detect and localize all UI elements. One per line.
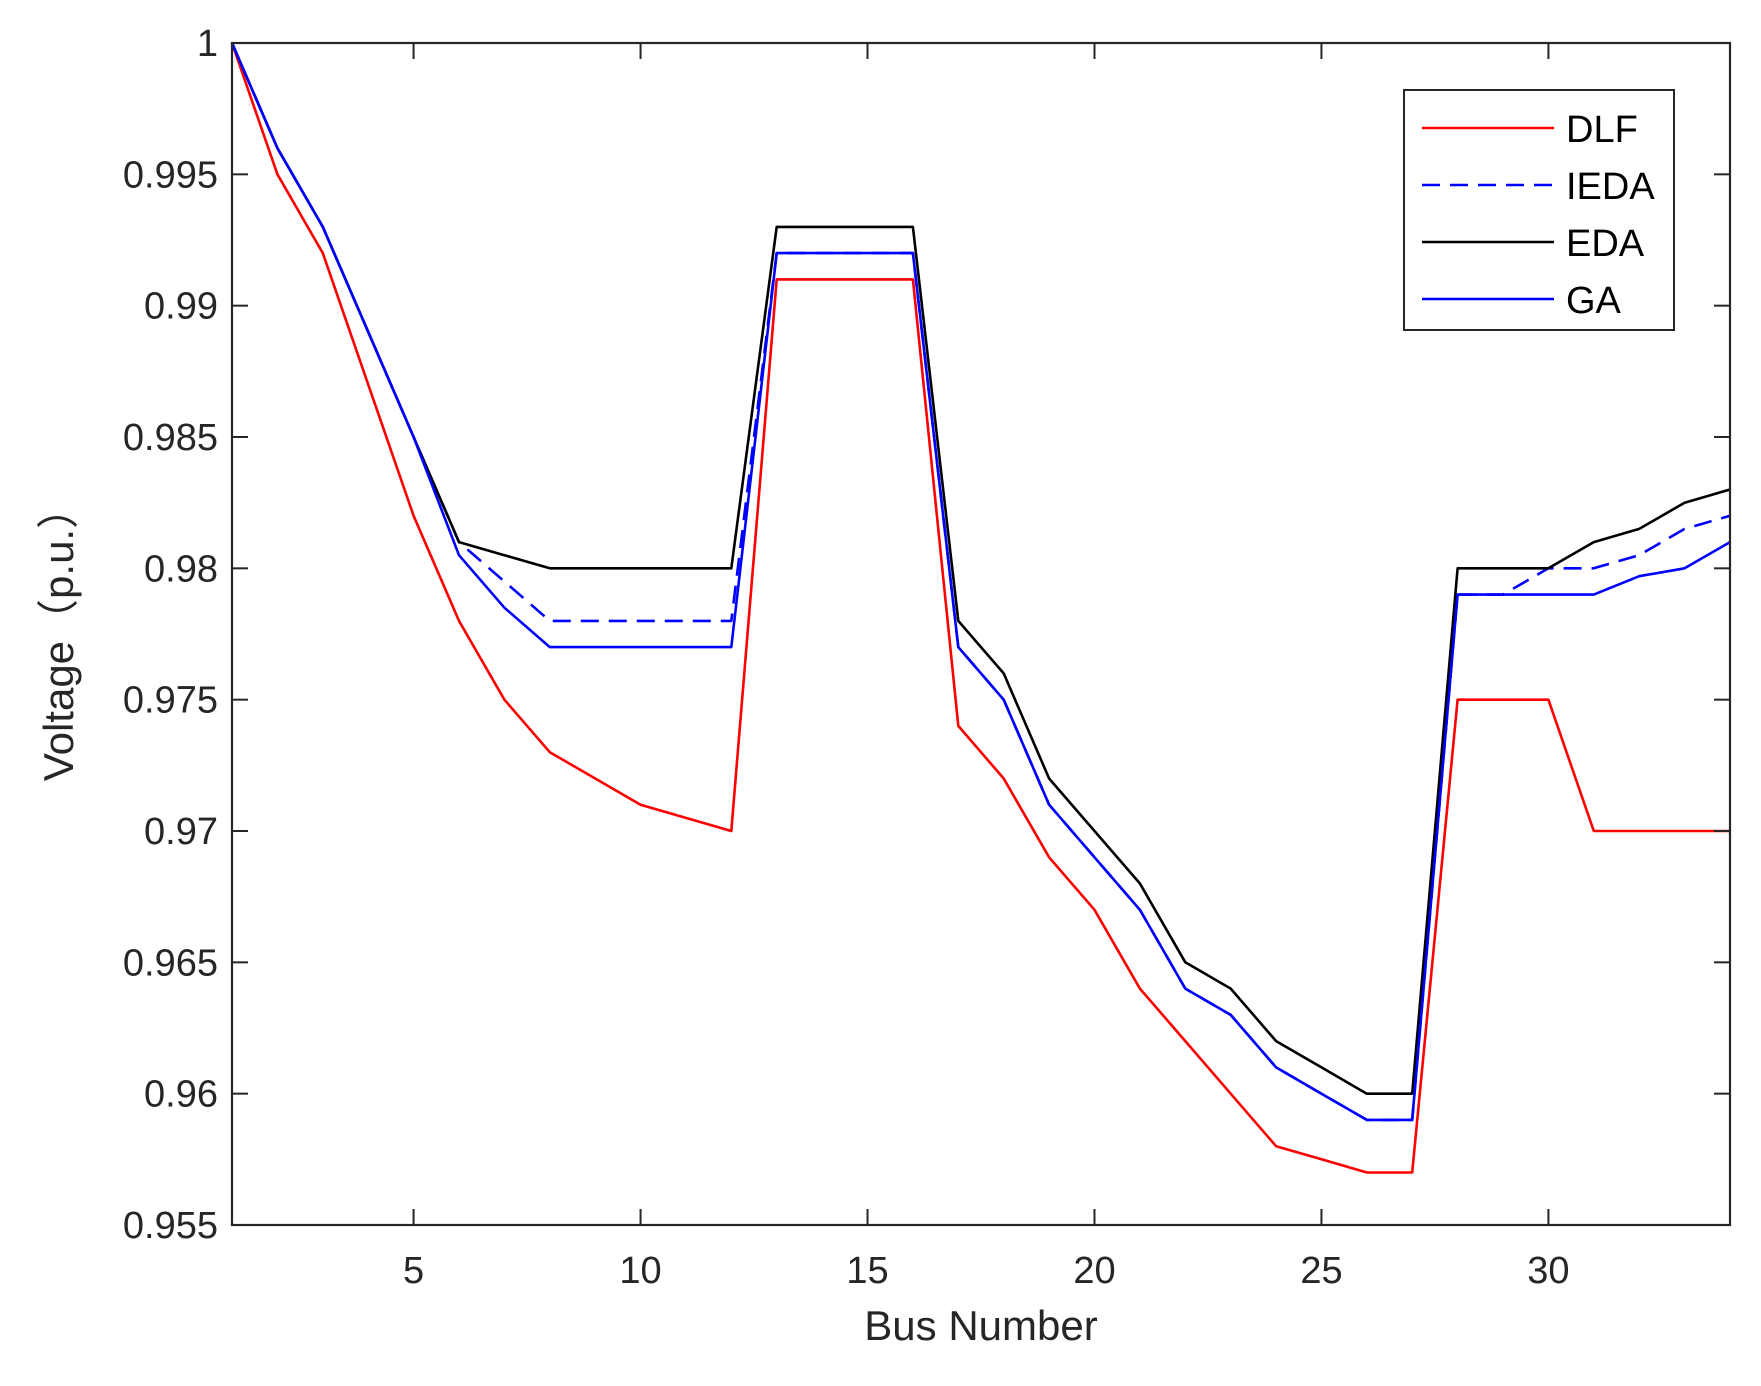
y-tick-label: 0.98	[144, 548, 218, 590]
series-line-dlf	[230, 42, 1730, 1174]
y-tick-label: 0.97	[144, 811, 218, 853]
series-layer	[230, 42, 1731, 1174]
x-tick-label: 30	[1527, 1250, 1569, 1292]
y-tick-label: 0.955	[123, 1205, 218, 1247]
y-axis-label: Voltage（p.u.）	[35, 487, 82, 781]
legend-label-ieda: IEDA	[1566, 166, 1655, 208]
x-axis-ticks: 5 10 15 20 25 30	[403, 43, 1570, 1292]
x-tick-label: 15	[846, 1250, 888, 1292]
y-tick-label: 0.985	[123, 417, 218, 459]
x-tick-label: 5	[403, 1250, 424, 1292]
legend-box	[1403, 89, 1675, 331]
legend-label-ga: GA	[1566, 280, 1622, 322]
y-tick-label: 0.995	[123, 154, 218, 196]
series-line-eda	[230, 42, 1731, 1095]
y-tick-label: 0.975	[123, 680, 218, 722]
y-tick-label: 1	[197, 23, 218, 65]
legend-label-dlf: DLF	[1566, 109, 1638, 151]
x-axis-label: Bus Number	[864, 1302, 1097, 1349]
x-tick-label: 25	[1300, 1250, 1342, 1292]
series-line-ga	[230, 42, 1731, 1122]
x-tick-label: 20	[1073, 1250, 1115, 1292]
plot-area-border	[230, 41, 1732, 1227]
y-axis-ticks: 0.955 0.96 0.965 0.97 0.975 0.98 0.985 0.99 0.99…	[123, 23, 1730, 1247]
legend-label-eda: EDA	[1566, 223, 1645, 265]
x-tick-label: 10	[619, 1250, 661, 1292]
plot-frame	[230, 41, 1732, 1227]
y-tick-label: 0.96	[144, 1074, 218, 1116]
legend: DLF IEDA EDA GA	[1403, 89, 1675, 331]
y-tick-label: 0.965	[123, 942, 218, 984]
y-tick-label: 0.99	[144, 286, 218, 328]
